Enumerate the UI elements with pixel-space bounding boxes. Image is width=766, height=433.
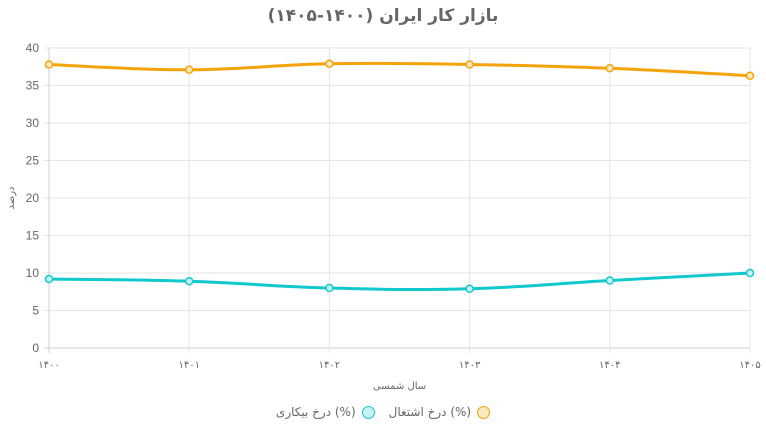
data-point[interactable] <box>184 65 194 74</box>
x-axis-title: سال شمسی <box>373 381 426 392</box>
data-point[interactable] <box>325 59 334 68</box>
x-tick-label: ۱۴۰۵ <box>739 360 760 371</box>
legend-swatch-icon <box>361 405 375 419</box>
y-tick-label: 40 <box>26 41 40 55</box>
data-point[interactable] <box>745 71 755 80</box>
data-point[interactable] <box>44 60 54 69</box>
legend-item-unemployment[interactable]: (%) درخ بیکاری <box>276 405 375 419</box>
legend-label: (%) درخ بیکاری <box>275 405 356 419</box>
series-employment <box>44 59 755 80</box>
data-point[interactable] <box>745 268 755 278</box>
y-tick-label: 35 <box>26 79 40 93</box>
y-tick-label: 0 <box>32 341 39 355</box>
y-tick-label: 10 <box>26 266 40 280</box>
y-tick-label: 20 <box>26 191 40 205</box>
series-line <box>48 271 751 292</box>
x-tick-label: ۱۴۰۰ <box>38 360 59 371</box>
series-line <box>48 61 751 78</box>
legend-swatch-icon <box>477 405 491 419</box>
y-tick-label: 25 <box>26 154 40 168</box>
x-tick-label: ۱۴۰۲ <box>319 360 340 371</box>
data-point[interactable] <box>325 283 334 293</box>
y-tick-label: 5 <box>32 304 39 318</box>
y-tick-label: 15 <box>26 229 40 243</box>
legend-label: (%) درخ اشتغال <box>388 405 472 419</box>
y-tick-label: 30 <box>26 116 40 130</box>
data-point[interactable] <box>465 60 474 69</box>
data-point[interactable] <box>605 64 615 73</box>
chart-legend: (%) درخ اشتغال (%) درخ بیکاری <box>0 405 766 419</box>
chart-title: بازار کار ایران (۱۴۰۰-۱۴۰۵) <box>267 6 499 26</box>
legend-item-employment[interactable]: (%) درخ اشتغال <box>388 405 491 419</box>
y-axis-title: درصد <box>6 186 17 209</box>
x-tick-label: ۱۴۰۴ <box>599 360 620 371</box>
x-tick-label: ۱۴۰۳ <box>459 360 481 371</box>
data-point[interactable] <box>44 274 54 284</box>
data-point[interactable] <box>184 277 194 286</box>
data-point[interactable] <box>465 284 474 293</box>
x-tick-label: ۱۴۰۱ <box>178 360 199 371</box>
series-unemployment <box>44 268 755 293</box>
data-point[interactable] <box>605 276 615 285</box>
